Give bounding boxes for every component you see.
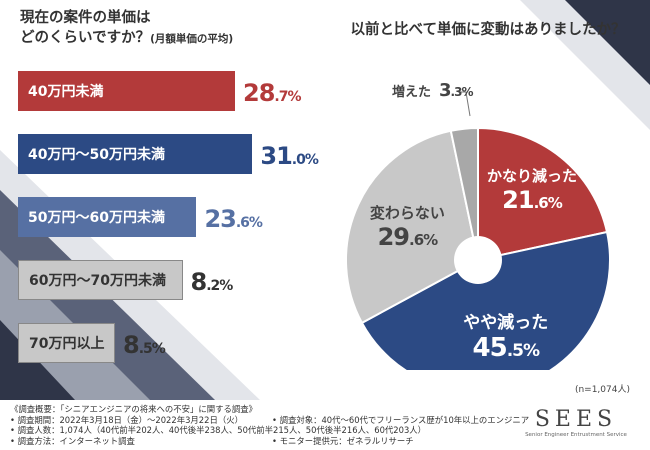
- logo-mark: SEES: [534, 407, 618, 432]
- pie-chart-title: 以前と比べて単価に変動はありましたか？: [350, 22, 626, 38]
- pie-chart: [345, 91, 611, 370]
- survey-period: • 調査期間：2022年3月18日（金）〜2022年3月22日（火）: [10, 414, 243, 425]
- pie-slice-1: [477, 126, 609, 262]
- pie-slice-value: 45.5%: [472, 332, 541, 363]
- bar-1: 40万円未満: [18, 71, 235, 111]
- pie-slice-label: 増えた 3.3%: [392, 79, 473, 101]
- sees-logo: SEES Senior Engineer Entrustment Service: [516, 407, 636, 439]
- bar-2: 40万円〜50万円未満: [18, 134, 253, 174]
- bar-value-label: 28.7%: [243, 71, 302, 111]
- pie-slice-3: [345, 129, 480, 325]
- bar-value-label: 31.0%: [260, 134, 319, 174]
- bar-chart-title: 現在の案件の単価は どのくらいですか？(月額単価の平均): [20, 8, 233, 49]
- pie-slice-label: やや減った 45.5%: [463, 308, 548, 363]
- pie-slice-name: 変わらない: [369, 203, 445, 222]
- bar-value-integer: 8: [123, 331, 140, 359]
- pie-slice-value: 3.3%: [439, 79, 473, 101]
- survey-provider: • モニター提供元：ゼネラルリサーチ: [272, 435, 414, 446]
- bar-value-decimal: .6%: [235, 215, 263, 231]
- bar-chart-title-line2: どのくらいですか？: [20, 30, 151, 46]
- bar-3: 50万円〜60万円未満: [18, 197, 197, 237]
- bar-value-decimal: .5%: [138, 341, 166, 357]
- bar-5: 70万円以上: [18, 323, 115, 363]
- bar-category-label: 40万円未満: [28, 84, 104, 100]
- logo-subtitle: Senior Engineer Entrustment Service: [525, 432, 627, 438]
- bar-value-decimal: .7%: [274, 89, 301, 105]
- bar-category-label: 60万円〜70万円未満: [29, 273, 166, 289]
- pie-slice-label: かなり減った 21.6%: [487, 165, 577, 214]
- bar-category-label: 70万円以上: [29, 336, 105, 352]
- bar-value-integer: 23: [204, 205, 236, 233]
- survey-people: • 調査人数：1,074人（40代前半202人、40代後半238人、50代前半2…: [10, 425, 427, 435]
- pie-leader-line: [458, 91, 471, 117]
- bar-value-label: 8.5%: [123, 323, 166, 363]
- survey-method: • 調査方法：インターネット調査: [10, 435, 135, 446]
- pie-slice-value: 21.6%: [502, 185, 563, 214]
- pie-slice-2: [360, 230, 611, 370]
- pie-slice-name: 増えた: [392, 84, 432, 100]
- pie-slice-4: [449, 126, 479, 261]
- bar-4: 60万円〜70万円未満: [18, 260, 183, 300]
- bar-chart-title-note: (月額単価の平均): [150, 33, 234, 45]
- bar-value-label: 8.2%: [190, 260, 234, 300]
- pie-slice-label: 変わらない 29.6%: [370, 202, 445, 251]
- survey-target: • 調査対象：40代〜60代でフリーランス歴が10年以上のエンジニア: [272, 414, 530, 425]
- bar-value-decimal: .2%: [206, 278, 233, 294]
- survey-overview: 《調査概要：「シニアエンジニアの将来への不安」に関する調査》 • 調査期間：20…: [10, 404, 529, 446]
- bar-chart-title-line1: 現在の案件の単価は: [20, 10, 151, 26]
- pie-slice-value: 29.6%: [377, 222, 439, 251]
- survey-heading: 《調査概要：「シニアエンジニアの将来への不安」に関する調査》: [10, 404, 258, 414]
- bar-value-integer: 8: [190, 268, 208, 296]
- bar-value-label: 23.6%: [204, 197, 263, 237]
- bar-category-label: 50万円〜60万円未満: [28, 210, 165, 226]
- pie-donut-hole: [454, 236, 502, 284]
- bar-category-label: 40万円〜50万円未満: [28, 147, 165, 163]
- pie-slice-name: やや減った: [463, 312, 549, 333]
- bar-value-integer: 28: [243, 79, 275, 107]
- bar-value-decimal: .0%: [291, 152, 319, 168]
- sample-size-note: (n=1,074人): [574, 385, 630, 395]
- pie-slice-name: かなり減った: [486, 166, 577, 185]
- bar-value-integer: 31: [260, 142, 292, 170]
